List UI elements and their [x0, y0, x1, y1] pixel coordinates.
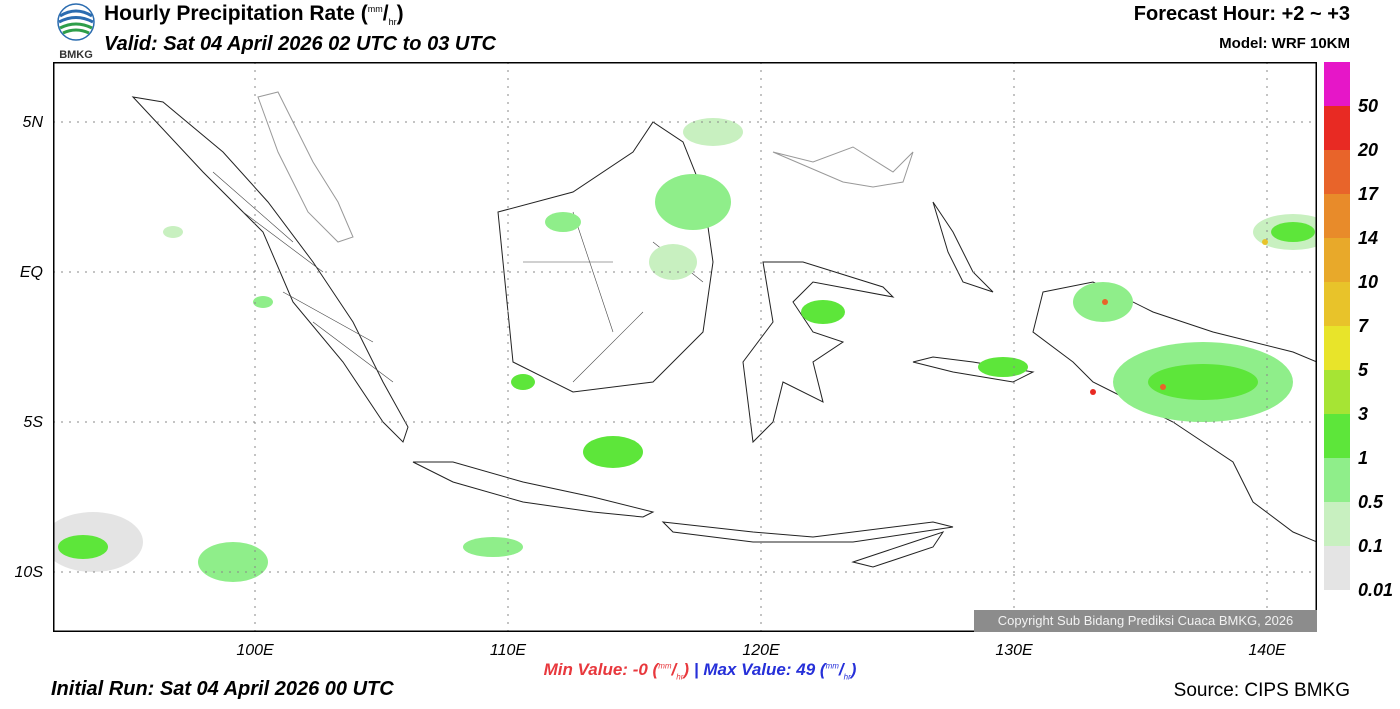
colorbar: [1324, 62, 1350, 590]
copyright-notice: Copyright Sub Bidang Prediksi Cuaca BMKG…: [974, 610, 1317, 632]
title-unit-top: mm: [367, 4, 383, 14]
title-unit-bottom: hr: [388, 17, 397, 28]
colorbar-swatch: [1324, 458, 1350, 503]
colorbar-swatch: [1324, 370, 1350, 415]
colorbar-swatch: [1324, 106, 1350, 151]
lat-label-5s: 5S: [23, 414, 43, 431]
colorbar-swatch: [1324, 326, 1350, 371]
colorbar-swatch: [1324, 62, 1350, 107]
min-unit-top: mm: [658, 661, 672, 671]
lat-label-eq: EQ: [19, 264, 43, 281]
separator: |: [693, 660, 699, 679]
lat-label-5n: 5N: [22, 114, 43, 131]
colorbar-swatch: [1324, 238, 1350, 283]
colorbar-swatch: [1324, 502, 1350, 547]
model-name: Model: WRF 10KM: [1219, 35, 1350, 52]
precip-layer: [53, 118, 1317, 582]
bmkg-logo: BMKG: [50, 2, 102, 62]
colorbar-label: 17: [1358, 184, 1379, 204]
colorbar-label: 14: [1358, 228, 1379, 248]
chart-title: Hourly Precipitation Rate (mm/hr): [104, 2, 404, 28]
lat-label-10s: 10S: [14, 564, 43, 581]
precipitation-map: [53, 62, 1317, 632]
colorbar-label: 5: [1358, 360, 1369, 380]
lon-label-120e: 120E: [742, 642, 780, 659]
colorbar-label: 10: [1358, 272, 1379, 292]
min-max-values: Min Value: -0 (mm/hr) | Max Value: 49 (m…: [543, 660, 857, 682]
colorbar-swatch: [1324, 414, 1350, 459]
max-unit-bottom: hr: [843, 672, 851, 682]
colorbar-label: 1: [1358, 448, 1369, 468]
min-unit-bottom: hr: [676, 672, 684, 682]
colorbar-label: 7: [1358, 316, 1369, 336]
title-suffix: ): [396, 2, 404, 25]
source-label: Source: CIPS BMKG: [1173, 680, 1350, 701]
lon-label-110e: 110E: [489, 642, 527, 659]
valid-time: Valid: Sat 04 April 2026 02 UTC to 03 UT…: [104, 33, 496, 55]
colorbar-label: 50: [1358, 96, 1379, 116]
min-label: Min Value:: [543, 660, 628, 679]
colorbar-swatch: [1324, 194, 1350, 239]
lon-label-100e: 100E: [236, 642, 274, 659]
colorbar-swatch: [1324, 150, 1350, 195]
colorbar-label: 0.5: [1358, 492, 1384, 512]
lon-label-140e: 140E: [1248, 642, 1286, 659]
colorbar-label: 3: [1358, 404, 1369, 424]
title-prefix: Hourly Precipitation Rate (: [104, 2, 368, 25]
max-unit-top: mm: [825, 661, 839, 671]
colorbar-swatch: [1324, 282, 1350, 327]
max-value: 49: [796, 660, 816, 679]
forecast-hour: Forecast Hour: +2 ~ +3: [1133, 3, 1350, 25]
colorbar-label: 20: [1358, 140, 1379, 160]
lon-label-130e: 130E: [995, 642, 1033, 659]
colorbar-swatch: [1324, 546, 1350, 590]
logo-text: BMKG: [59, 49, 93, 61]
colorbar-label: 0.1: [1358, 536, 1384, 556]
colorbar-label: 0.01: [1358, 580, 1394, 600]
max-label: Max Value:: [703, 660, 792, 679]
min-value: -0: [632, 660, 648, 679]
initial-run: Initial Run: Sat 04 April 2026 00 UTC: [51, 678, 394, 700]
gridlines: [53, 62, 1317, 632]
